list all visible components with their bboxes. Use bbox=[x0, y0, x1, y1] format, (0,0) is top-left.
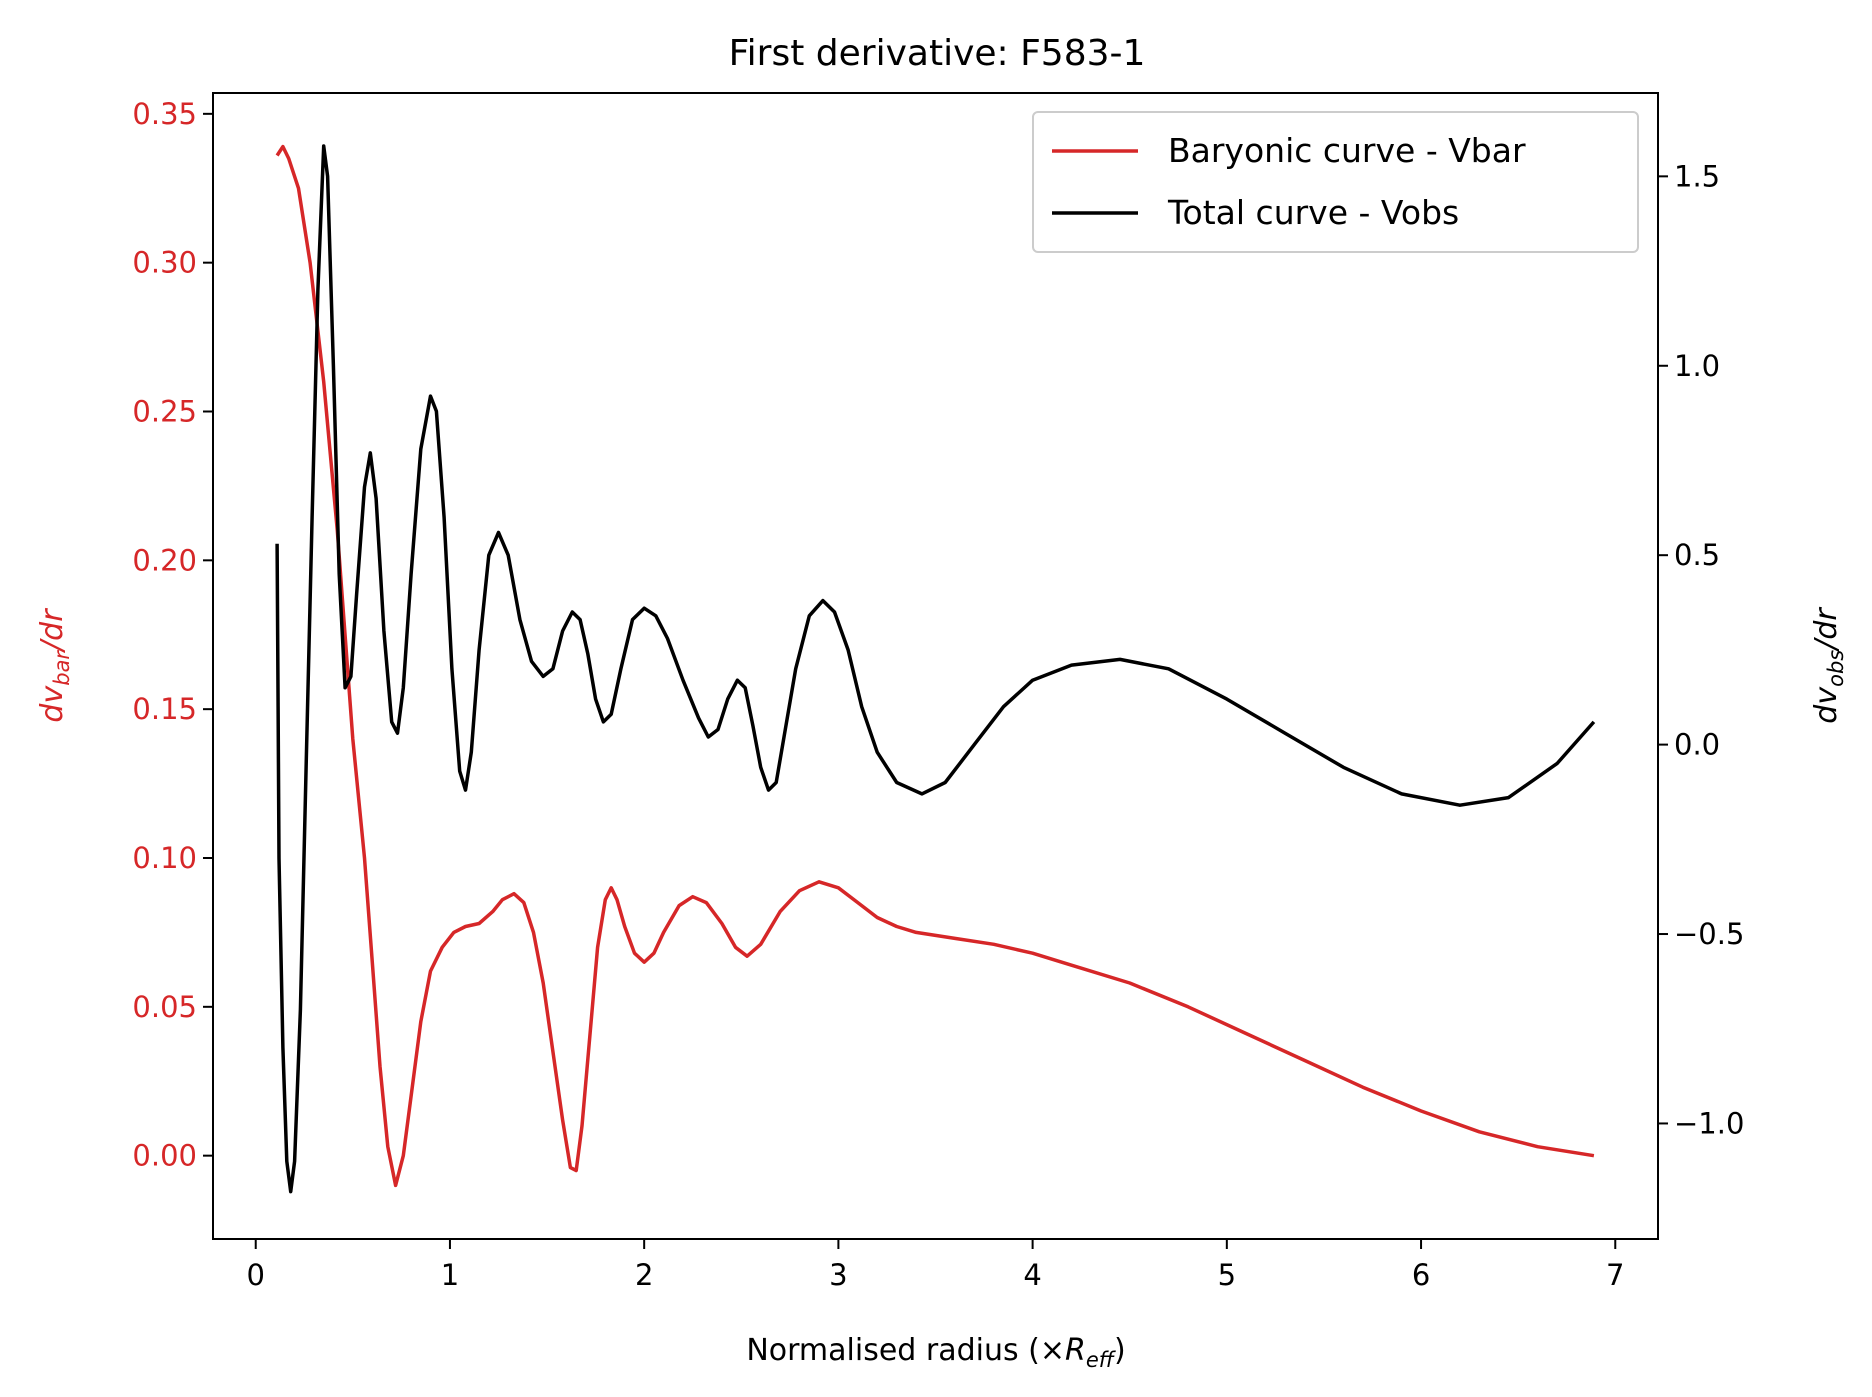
plot-area bbox=[212, 92, 1659, 1240]
y-axis-left-label-subscript: bar bbox=[50, 650, 74, 686]
y-axis-right-label: dvobs/dr bbox=[1809, 607, 1848, 724]
y-axis-right: −1.0 −0.5 0.0 0.5 1.0 1.5 bbox=[1658, 159, 1744, 1140]
plot-frame bbox=[212, 92, 1659, 1240]
chart-title: First derivative: F583-1 bbox=[729, 33, 1146, 74]
x-tick-label: 1 bbox=[441, 1258, 459, 1292]
y-axis-right-label-pre: dv bbox=[1809, 686, 1844, 724]
y-left-tick-label: 0.25 bbox=[132, 394, 197, 428]
x-tick-label: 4 bbox=[1023, 1258, 1041, 1292]
x-tick-label: 5 bbox=[1218, 1258, 1236, 1292]
y-left-tick-label: 0.00 bbox=[132, 1139, 197, 1173]
y-left-tick-label: 0.10 bbox=[132, 841, 197, 875]
y-axis-left-label: dvbar/dr bbox=[35, 608, 74, 723]
y-left-tick-label: 0.35 bbox=[132, 97, 197, 131]
y-right-tick-label: −0.5 bbox=[1674, 917, 1744, 951]
x-axis-label-symbol: R bbox=[1065, 1333, 1086, 1368]
y-right-tick-label: 1.5 bbox=[1674, 159, 1720, 193]
y-right-tick-label: 0.0 bbox=[1674, 728, 1720, 762]
x-tick-label: 7 bbox=[1606, 1258, 1624, 1292]
legend-label-vobs: Total curve - Vobs bbox=[1167, 193, 1459, 232]
y-axis-right-label-post: /dr bbox=[1809, 607, 1844, 653]
y-left-tick-label: 0.30 bbox=[132, 246, 197, 280]
x-tick-label: 3 bbox=[829, 1258, 847, 1292]
x-tick-label: 0 bbox=[247, 1258, 265, 1292]
y-axis-left-label-post: /dr bbox=[35, 608, 70, 654]
y-right-tick-label: 0.5 bbox=[1674, 538, 1720, 572]
x-axis-label-main: Normalised radius (× bbox=[746, 1333, 1065, 1368]
x-axis: 0 1 2 3 4 5 6 7 bbox=[247, 1239, 1624, 1292]
y-right-tick-label: −1.0 bbox=[1674, 1106, 1744, 1140]
series-layer bbox=[275, 144, 1596, 1194]
legend-box bbox=[1032, 111, 1639, 253]
x-tick-label: 2 bbox=[635, 1258, 653, 1292]
y-left-tick-label: 0.20 bbox=[132, 543, 197, 577]
y-axis-left-label-pre: dv bbox=[35, 685, 70, 723]
series-line-vbar bbox=[275, 144, 1595, 1188]
legend-label-vbar: Baryonic curve - Vbar bbox=[1168, 131, 1526, 170]
x-axis-label: Normalised radius (×Reff) bbox=[746, 1333, 1125, 1372]
y-left-tick-label: 0.15 bbox=[132, 692, 197, 726]
y-axis-right-label-subscript: obs bbox=[1824, 650, 1848, 687]
y-right-tick-label: 1.0 bbox=[1674, 349, 1720, 383]
x-axis-label-end: ) bbox=[1114, 1333, 1126, 1368]
y-left-tick-label: 0.05 bbox=[132, 990, 197, 1024]
x-tick-label: 6 bbox=[1412, 1258, 1430, 1292]
x-axis-label-subscript: eff bbox=[1086, 1348, 1117, 1372]
series-line-vobs bbox=[275, 144, 1596, 1194]
legend: Baryonic curve - Vbar Total curve - Vobs bbox=[1032, 111, 1639, 253]
y-axis-left: 0.00 0.05 0.10 0.15 0.20 0.25 0.30 0.35 bbox=[132, 97, 213, 1173]
